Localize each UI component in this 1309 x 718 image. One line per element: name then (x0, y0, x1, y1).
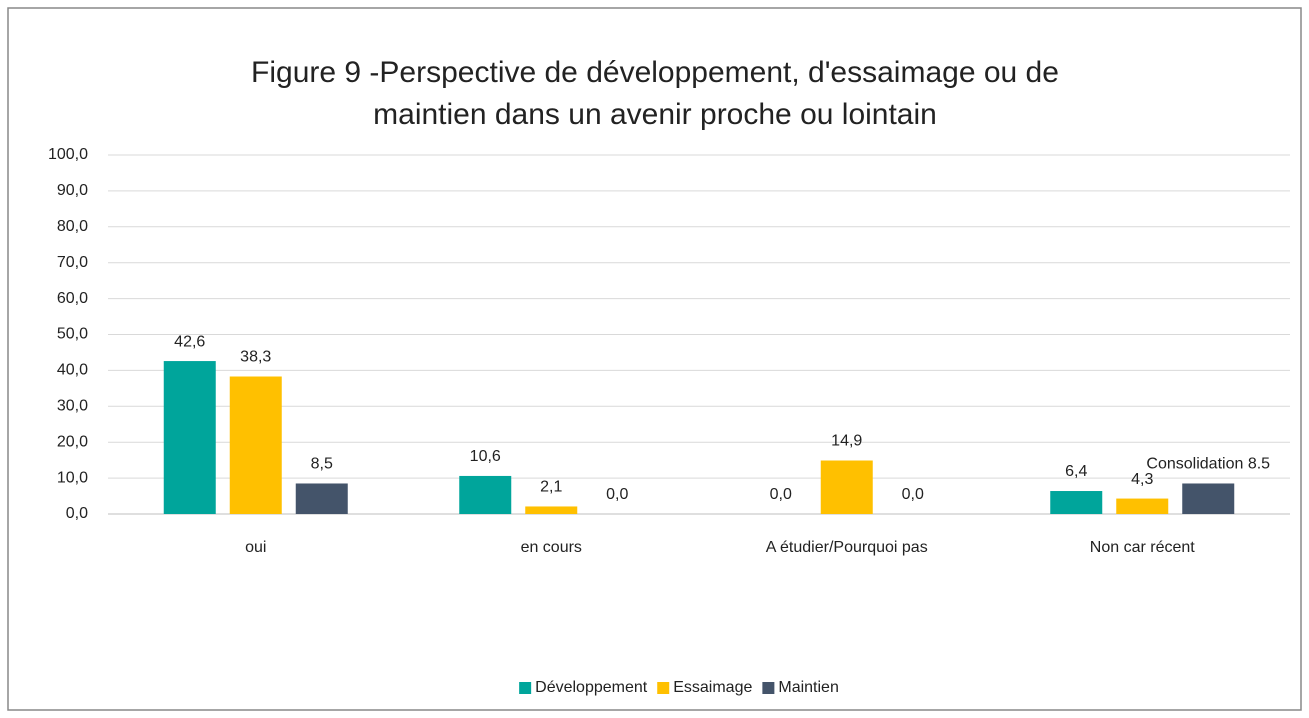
x-tick-label: oui (245, 539, 266, 556)
data-label: 2,1 (540, 479, 562, 496)
y-tick-label: 100,0 (48, 146, 88, 163)
data-label: 0,0 (902, 486, 924, 503)
bar (525, 506, 578, 514)
chart-title: Figure 9 -Perspective de développement, … (251, 56, 1059, 131)
legend-swatch (657, 682, 670, 694)
bar (1116, 498, 1169, 514)
y-tick-label: 50,0 (57, 326, 88, 343)
x-tick-label: Non car récent (1090, 539, 1195, 556)
y-tick-label: 0,0 (66, 505, 88, 522)
legend-swatch (762, 682, 775, 694)
y-tick-label: 40,0 (57, 362, 88, 379)
data-label: 42,6 (174, 333, 205, 350)
data-label: 8,5 (311, 456, 333, 473)
data-label: 38,3 (240, 349, 271, 366)
bar (820, 460, 873, 514)
data-label: 0,0 (770, 486, 792, 503)
y-tick-label: 70,0 (57, 254, 88, 271)
data-label: 14,9 (831, 433, 862, 450)
y-tick-label: 90,0 (57, 182, 88, 199)
data-label: 10,6 (470, 448, 501, 465)
bar (295, 483, 348, 514)
x-tick-label: en cours (521, 539, 582, 556)
legend-label: Maintien (778, 679, 838, 696)
data-label: Consolidation 8.5 (1146, 456, 1270, 473)
x-tick-label: A étudier/Pourquoi pas (766, 539, 928, 556)
y-tick-label: 10,0 (57, 469, 88, 486)
chart-border (7, 7, 1302, 711)
y-tick-label: 60,0 (57, 290, 88, 307)
data-label: 4,3 (1131, 471, 1153, 488)
y-tick-label: 80,0 (57, 218, 88, 235)
y-tick-label: 20,0 (57, 433, 88, 450)
bar (459, 475, 512, 514)
bar (163, 361, 216, 514)
bar (1050, 491, 1103, 514)
legend-label: Développement (535, 679, 648, 696)
bar (1182, 483, 1235, 514)
y-tick-label: 30,0 (57, 398, 88, 415)
data-label: 0,0 (606, 486, 628, 503)
legend-swatch (519, 682, 532, 694)
legend-label: Essaimage (673, 679, 752, 696)
data-label: 6,4 (1065, 463, 1087, 480)
bar (229, 376, 282, 514)
